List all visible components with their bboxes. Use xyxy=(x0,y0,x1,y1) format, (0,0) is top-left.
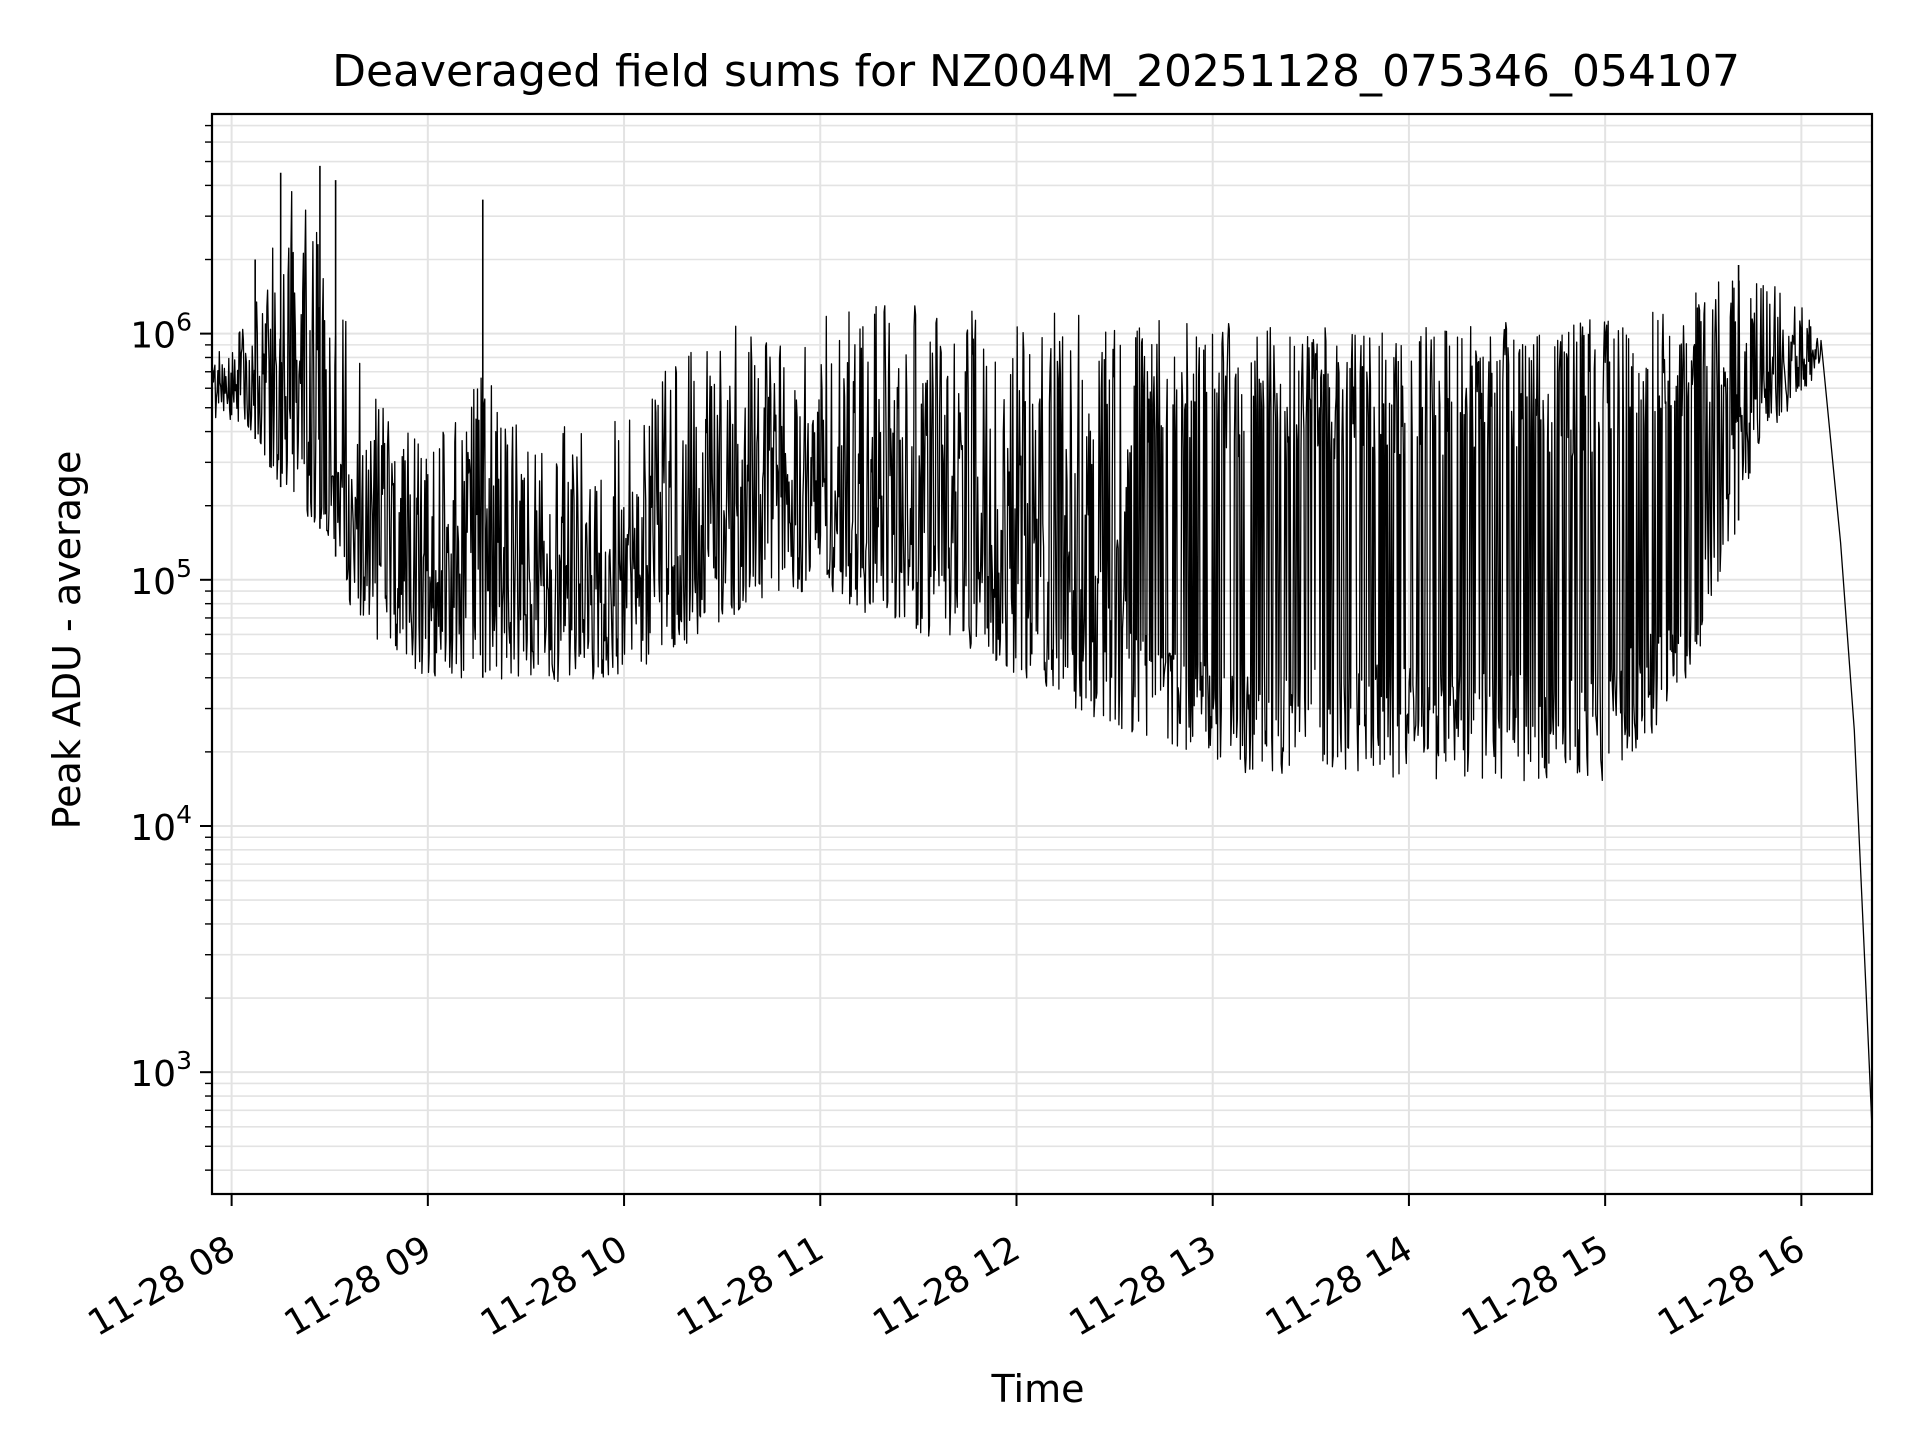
chart: 10310410510611-28 08 11-28 09 11-28 10 11-2… xyxy=(0,0,1920,1440)
x-axis-label: Time xyxy=(991,1367,1085,1411)
chart-title: Deaveraged field sums for NZ004M_2025112… xyxy=(332,46,1740,97)
y-axis-label: Peak ADU - average xyxy=(45,451,89,830)
